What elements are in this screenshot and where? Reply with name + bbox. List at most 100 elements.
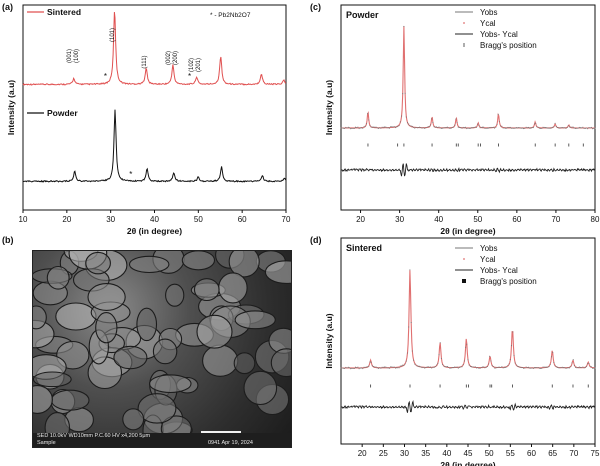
panel-d-yobs-point — [356, 366, 358, 369]
panel-c-yobs-point — [367, 113, 369, 115]
panel-c-yobs-point — [411, 125, 413, 127]
panel-d-yobs-point — [519, 366, 521, 368]
panel-c-yobs-point — [452, 126, 455, 128]
panel-d-yobs-point — [541, 367, 543, 369]
panel-c-frame — [340, 4, 596, 211]
panel-d-yobs-point — [589, 365, 591, 367]
panel-d-yobs-point — [450, 367, 452, 369]
panel-c-yobs-point — [364, 125, 366, 127]
panel-d-yobs-point — [392, 366, 394, 368]
panel-d-yobs-point — [388, 367, 390, 369]
panel-d-xtick-label: 40 — [442, 449, 451, 458]
panel-d-yobs-point — [504, 366, 507, 368]
panel-d-yobs-point — [536, 366, 538, 369]
panel-c-yobs-point — [548, 127, 550, 129]
panel-c-yobs-point — [454, 124, 456, 126]
panel-c-yobs-point — [588, 126, 590, 129]
panel-d-yobs-point — [512, 331, 514, 333]
panel-c-yobs-point — [460, 127, 462, 129]
panel-d-yobs-point — [462, 363, 464, 366]
panel-c-xtick-label: 70 — [551, 215, 560, 224]
peak-hkl-label: (001) — [67, 49, 73, 63]
panel-c-yobs-point — [478, 125, 480, 127]
panel-c-yobs-point — [456, 121, 458, 123]
sem-grain — [228, 251, 260, 278]
panel-d-yobs-point — [448, 366, 450, 368]
panel-d-yobs-point — [550, 356, 553, 358]
panel-c-yobs-point — [419, 126, 421, 128]
panel-c-yobs-point — [380, 127, 382, 129]
panel-d-yobs-point — [427, 366, 429, 368]
sem-grain — [218, 272, 248, 304]
panel-a-ylabel: Intensity (a.u) — [6, 80, 16, 135]
panel-c-yobs-point — [576, 127, 578, 129]
panel-d-xtick-label: 35 — [421, 449, 430, 458]
panel-c-yobs-point — [442, 127, 444, 129]
panel-c-yobs-point — [507, 126, 509, 128]
panel-c-yobs-point — [420, 126, 422, 129]
panel-d-yobs-point — [515, 364, 517, 366]
panel-d-yobs-point — [585, 365, 588, 367]
panel-d-yobs-point — [510, 345, 513, 347]
panel-c-yobs-point — [391, 126, 393, 128]
panel-d-yobs-point — [535, 367, 537, 369]
panel-a-xtick-label: 10 — [19, 215, 28, 224]
panel-c-yobs-point — [394, 127, 396, 129]
panel-c-yobs-point — [446, 126, 448, 128]
panel-d-yobs-point — [475, 367, 478, 369]
panel-c-yobs-point — [426, 126, 428, 128]
panel-d-yobs-point — [386, 367, 388, 369]
peak-hkl-label: (100) — [74, 49, 80, 63]
panel-d-yobs-point — [345, 366, 347, 368]
panel-d-yobs-point — [578, 366, 580, 368]
panel-d-yobs-point — [547, 366, 549, 368]
panel-c-yobs-point — [504, 127, 507, 129]
series-line-powder — [23, 109, 287, 183]
panel-a-xtick-label: 50 — [194, 215, 203, 224]
panel-d-yobs-point — [425, 367, 427, 369]
panel-d-yobs-point — [371, 365, 373, 367]
panel-c-yobs-point — [571, 126, 573, 128]
panel-c-yobs-point — [436, 126, 438, 128]
panel-c-yobs-point — [486, 127, 488, 129]
panel-c-yobs-point — [410, 125, 412, 127]
panel-d-yobs-point — [514, 362, 516, 364]
panel-c-yobs-point — [462, 126, 464, 128]
panel-c-yobs-point — [425, 127, 427, 129]
panel-d-yobs-point — [363, 366, 365, 368]
panel-c-yobs-point — [543, 126, 545, 128]
panel-d-yobs-point — [350, 368, 352, 370]
panel-c-yobs-point — [549, 127, 551, 129]
panel-d-yobs-point — [576, 367, 578, 369]
panel-d-yobs-point — [570, 365, 572, 367]
panel-d-yobs-point — [394, 367, 396, 369]
panel-d-yobs-point — [411, 350, 413, 352]
panel-c-yobs-point — [579, 127, 582, 129]
panel-c-yobs-point — [346, 127, 348, 129]
panel-d-yobs-point — [399, 365, 401, 367]
panel-c-yobs-point — [540, 127, 542, 130]
panel-c-yobs-point — [398, 125, 400, 127]
panel-d-yobs-point — [468, 364, 470, 366]
panel-c-yobs-point — [547, 127, 549, 129]
panel-d-yobs-point — [474, 366, 476, 368]
panel-d-yobs-point — [592, 367, 594, 369]
panel-d-yobs-point — [533, 367, 536, 369]
panel-d-series-ycal — [341, 270, 595, 369]
sem-scale-bar — [201, 431, 241, 433]
panel-d-yobs-point — [507, 364, 509, 366]
panel-d-yobs-point — [396, 367, 398, 369]
panel-d-yobs-point — [415, 364, 417, 366]
panel-c-yobs-point — [444, 127, 446, 129]
panel-c-yobs-point — [363, 126, 365, 128]
panel-d-yobs-point — [428, 366, 430, 368]
panel-c-yobs-point — [388, 127, 390, 129]
panel-d-yobs-point — [342, 367, 344, 369]
panel-d-yobs-point — [375, 366, 377, 368]
panel-d-yobs-point — [455, 366, 457, 368]
panel-d-xlabel: 2θ (in degree) — [440, 460, 495, 466]
panel-c-yobs-point — [564, 127, 566, 129]
panel-c-yobs-point — [546, 127, 548, 129]
panel-a-xlabel: 2θ (in degree) — [127, 226, 182, 236]
panel-c-yobs-point — [582, 126, 584, 128]
